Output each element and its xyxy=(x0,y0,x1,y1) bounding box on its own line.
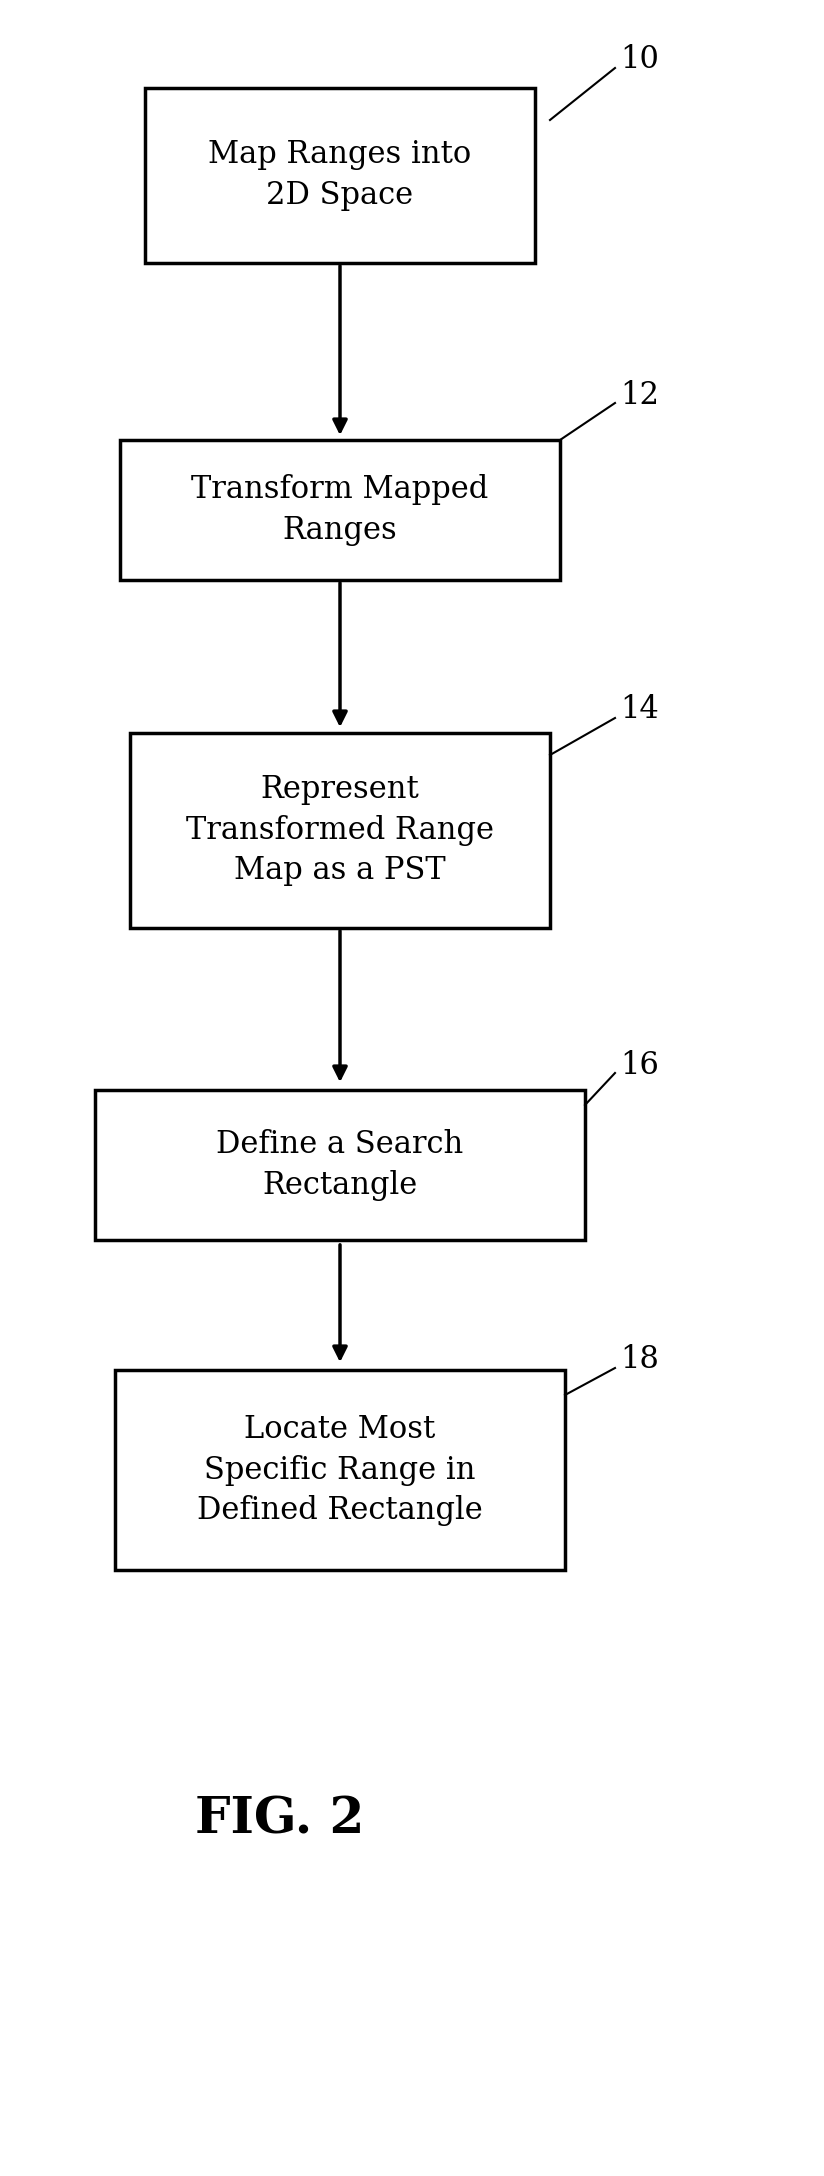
Bar xyxy=(120,440,560,581)
Text: Define a Search
Rectangle: Define a Search Rectangle xyxy=(217,1129,464,1201)
Text: Map Ranges into
2D Space: Map Ranges into 2D Space xyxy=(208,139,471,211)
Text: Represent
Transformed Range
Map as a PST: Represent Transformed Range Map as a PST xyxy=(186,775,494,886)
Text: 18: 18 xyxy=(620,1345,659,1375)
Text: 16: 16 xyxy=(620,1049,659,1081)
Text: Transform Mapped
Ranges: Transform Mapped Ranges xyxy=(191,474,489,546)
Text: 10: 10 xyxy=(620,44,659,76)
Text: 14: 14 xyxy=(620,694,658,725)
Bar xyxy=(145,87,535,263)
Bar xyxy=(115,1371,565,1571)
Text: Locate Most
Specific Range in
Defined Rectangle: Locate Most Specific Range in Defined Re… xyxy=(197,1414,483,1525)
Text: FIG. 2: FIG. 2 xyxy=(195,1795,365,1845)
Text: 12: 12 xyxy=(620,379,659,411)
Bar xyxy=(95,1090,585,1240)
Bar xyxy=(130,733,550,927)
